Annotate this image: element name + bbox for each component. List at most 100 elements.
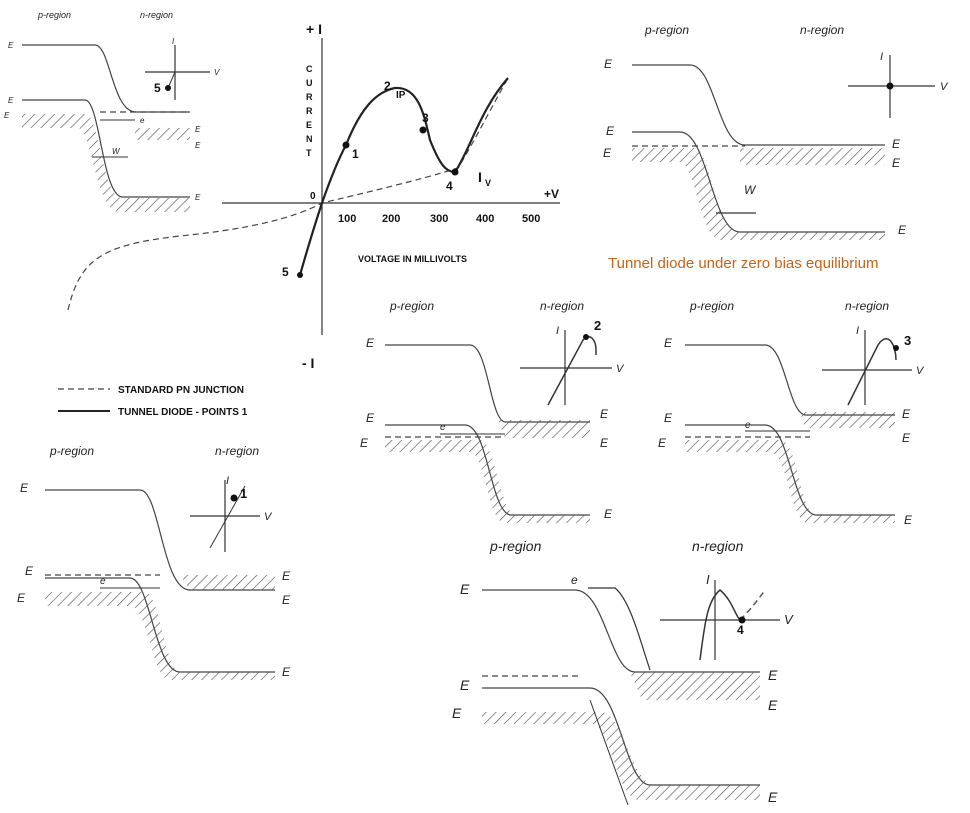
svg-text:U: U bbox=[306, 78, 313, 88]
label-ip: IP bbox=[396, 90, 406, 101]
svg-text:E: E bbox=[282, 569, 291, 583]
svg-text:E: E bbox=[460, 677, 470, 693]
svg-text:I: I bbox=[172, 37, 175, 46]
point-5 bbox=[297, 272, 303, 278]
label-iv-sub: V bbox=[485, 178, 491, 188]
svg-text:E: E bbox=[898, 223, 907, 237]
svg-text:400: 400 bbox=[476, 213, 494, 225]
svg-text:e: e bbox=[100, 576, 106, 587]
svg-text:n-region: n-region bbox=[540, 299, 584, 313]
svg-text:E: E bbox=[460, 581, 470, 597]
plus-i-label: + I bbox=[306, 21, 322, 37]
zero-bias-caption: Tunnel diode under zero bias equilibrium bbox=[608, 255, 878, 272]
inset-iv-1: I V 1 bbox=[190, 475, 273, 552]
svg-text:C: C bbox=[306, 64, 313, 74]
legend: STANDARD PN JUNCTION TUNNEL DIODE - POIN… bbox=[58, 385, 248, 418]
tunnel-diode-curve bbox=[298, 77, 509, 276]
svg-text:E: E bbox=[606, 124, 615, 138]
conduction-band bbox=[22, 44, 190, 113]
svg-text:V: V bbox=[940, 81, 949, 93]
inset-iv-3: I V 3 bbox=[822, 325, 925, 406]
svg-text:p-region: p-region bbox=[49, 444, 94, 458]
svg-text:E: E bbox=[604, 507, 613, 521]
svg-text:E: E bbox=[768, 697, 778, 713]
main-iv-chart: + I - I +V 0 C U R R E N T 100 200 300 4… bbox=[67, 21, 560, 371]
panel-reverse-bias: p-region n-region E E E E E E e W I V 5 bbox=[4, 10, 220, 212]
svg-text:4: 4 bbox=[737, 623, 744, 637]
label-iv: I bbox=[478, 169, 482, 185]
standard-pn-curve bbox=[67, 77, 509, 311]
svg-text:I: I bbox=[226, 475, 229, 487]
valence-hatch bbox=[22, 114, 190, 212]
panel-zero-bias: p-region n-region E E E E E E W I V Tunn… bbox=[603, 23, 949, 272]
svg-text:n-region: n-region bbox=[845, 299, 889, 313]
panel-point-3: p-region n-region E E E E E E e I V 3 bbox=[658, 299, 925, 527]
svg-text:200: 200 bbox=[382, 213, 400, 225]
panel-point-4: p-region n-region e E E E E E E I V 4 bbox=[452, 538, 794, 806]
legend-standard: STANDARD PN JUNCTION bbox=[118, 385, 244, 396]
inset-iv: I V 5 bbox=[145, 37, 220, 100]
ec-n-label: E bbox=[195, 141, 201, 150]
svg-text:E: E bbox=[366, 336, 375, 350]
svg-text:V: V bbox=[916, 365, 925, 377]
svg-text:p-region: p-region bbox=[689, 299, 734, 313]
svg-text:W: W bbox=[744, 183, 757, 197]
ec-label: E bbox=[8, 41, 14, 50]
svg-text:V: V bbox=[616, 363, 625, 375]
plus-v-label: +V bbox=[544, 187, 559, 201]
n-hatch bbox=[135, 128, 190, 140]
svg-text:E: E bbox=[17, 591, 26, 605]
x-ticks: 100 200 300 400 500 bbox=[338, 213, 540, 225]
efp-label: E bbox=[4, 111, 10, 120]
panel-point-1: p-region n-region E E E E E E e I V 1 bbox=[17, 444, 291, 680]
point-3 bbox=[419, 126, 427, 134]
inset-iv-2: I V 2 bbox=[520, 318, 625, 406]
label-3: 3 bbox=[422, 111, 429, 125]
svg-text:E: E bbox=[904, 513, 913, 527]
svg-text:N: N bbox=[306, 134, 313, 144]
label-1: 1 bbox=[352, 147, 359, 161]
svg-text:E: E bbox=[25, 564, 34, 578]
w-label: W bbox=[112, 147, 121, 156]
svg-text:E: E bbox=[768, 667, 778, 683]
n-region-label: n-region bbox=[140, 10, 173, 20]
svg-text:E: E bbox=[282, 593, 291, 607]
svg-text:500: 500 bbox=[522, 213, 540, 225]
svg-text:E: E bbox=[603, 146, 612, 160]
svg-text:E: E bbox=[306, 120, 312, 130]
svg-text:R: R bbox=[306, 92, 313, 102]
svg-text:R: R bbox=[306, 106, 313, 116]
label-5: 5 bbox=[282, 265, 289, 279]
svg-text:E: E bbox=[768, 789, 778, 805]
svg-text:V: V bbox=[264, 511, 273, 523]
inset-iv-4: I V 4 bbox=[660, 572, 794, 661]
svg-text:E: E bbox=[366, 411, 375, 425]
label-2: 2 bbox=[384, 79, 391, 93]
point-5-label: 5 bbox=[154, 81, 161, 95]
svg-text:I: I bbox=[556, 325, 559, 337]
point-1 bbox=[342, 141, 350, 149]
svg-text:E: E bbox=[892, 137, 901, 151]
svg-text:V: V bbox=[784, 612, 794, 627]
ev-label: E bbox=[8, 96, 14, 105]
svg-text:E: E bbox=[604, 57, 613, 71]
efp-n-label: E bbox=[195, 125, 201, 134]
svg-text:I: I bbox=[706, 572, 710, 587]
svg-text:p-region: p-region bbox=[644, 23, 689, 37]
svg-text:p-region: p-region bbox=[489, 538, 542, 554]
svg-text:E: E bbox=[658, 436, 667, 450]
svg-text:100: 100 bbox=[338, 213, 356, 225]
svg-text:E: E bbox=[600, 436, 609, 450]
current-letters: C U R R E N T bbox=[306, 64, 313, 158]
svg-text:2: 2 bbox=[594, 318, 601, 333]
svg-text:e: e bbox=[745, 420, 751, 431]
svg-text:I: I bbox=[880, 51, 883, 63]
svg-text:300: 300 bbox=[430, 213, 448, 225]
valence-band bbox=[22, 99, 190, 198]
label-4: 4 bbox=[446, 179, 453, 193]
inset-iv-zero: I V bbox=[848, 51, 949, 118]
svg-text:E: E bbox=[360, 436, 369, 450]
p-region-label: p-region bbox=[37, 10, 71, 20]
legend-tunnel: TUNNEL DIODE - POINTS 1 bbox=[118, 407, 248, 418]
